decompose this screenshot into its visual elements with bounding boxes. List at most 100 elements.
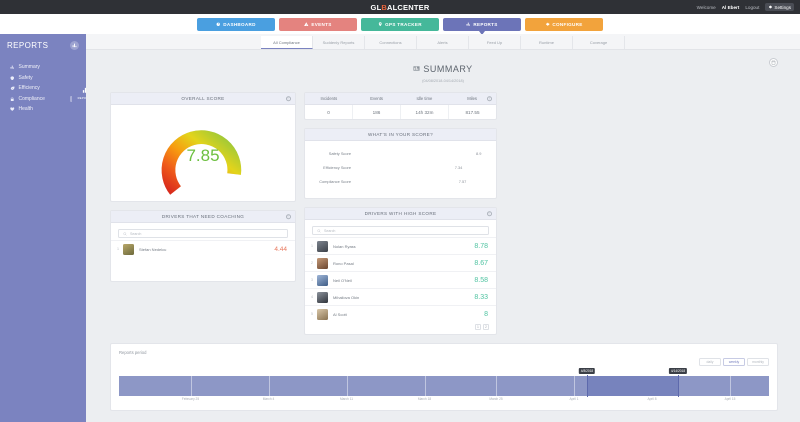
avatar	[317, 291, 328, 303]
logout-link[interactable]: Logout	[745, 4, 760, 10]
welcome-label: Welcome	[696, 4, 716, 10]
sidebar-item-health[interactable]: Health	[10, 104, 86, 115]
stats-header: Incidents Events Idle time Miles i	[305, 93, 496, 105]
gauge-arc	[161, 130, 242, 195]
slider-handle-end[interactable]	[678, 375, 679, 397]
high-score-row[interactable]: 5 Al Scott 8	[305, 305, 496, 322]
top-bar-right: Welcome Al Ebert Logout Settings	[697, 0, 794, 14]
sidebar-badge[interactable]	[70, 40, 79, 50]
sidebar: REPORTS Summary Safety Efficiency	[0, 34, 98, 422]
coaching-row[interactable]: 1 Stefan Nedelcu 4.44	[111, 240, 295, 257]
chart-icon	[413, 66, 420, 71]
nav-reports[interactable]: REPORTS	[443, 17, 521, 35]
slider-start-tooltip: 4/8/2018	[578, 368, 596, 374]
bar-row-safety: Safety Score 8.9	[313, 148, 488, 159]
chart-icon	[72, 43, 77, 47]
tab-connections[interactable]: Connections	[365, 36, 417, 49]
high-score-driver-name: Rono Pasal	[333, 260, 354, 266]
coaching-rank: 1	[117, 247, 119, 251]
overall-score-card: OVERALL SCORE i	[110, 92, 296, 202]
bar-track: 7.57	[355, 178, 488, 186]
score-gauge: 7.85	[157, 110, 249, 196]
coaching-driver-name: Stefan Nedelcu	[139, 246, 167, 252]
bar-label-compliance: Compliance Score	[319, 179, 351, 184]
brand-logo: GLBALCENTER	[371, 3, 430, 12]
nav-configure[interactable]: CONFIGURE	[525, 17, 603, 31]
sidebar-item-safety[interactable]: Safety	[10, 73, 86, 84]
page-body: REPORTS Summary Safety Efficiency	[0, 34, 800, 422]
page-title-text: SUMMARY	[423, 63, 473, 74]
high-score-row[interactable]: 2 Rono Pasal 8.67	[305, 254, 496, 271]
info-icon[interactable]: i	[486, 210, 492, 217]
high-score-driver-score: 8.67	[474, 259, 488, 267]
nav-dashboard[interactable]: DASHBOARD	[197, 17, 275, 31]
tab-coverage[interactable]: Coverage	[573, 36, 625, 49]
high-score-search-placeholder: Search	[324, 228, 336, 233]
high-score-row[interactable]: 4 Mihailova Okin 8.33	[305, 288, 496, 305]
search-icon	[317, 228, 321, 233]
stats-value-incidents: 0	[305, 105, 353, 119]
tab-suddenly-reports[interactable]: Suddenly Reports	[313, 36, 365, 49]
slider-selected-range	[587, 376, 678, 396]
sidebar-title: REPORTS	[7, 40, 49, 50]
bar-track: 7.34	[355, 164, 488, 172]
nav-events-label: EVENTS	[311, 21, 332, 27]
period-slider[interactable]: 4/8/2018 4/14/2018	[119, 368, 769, 397]
tab-runtime[interactable]: Runtime	[521, 36, 573, 49]
info-icon[interactable]: i	[285, 213, 291, 220]
logo-part-ball: B	[381, 2, 387, 12]
high-score-row[interactable]: 1 Nolan Ryass 8.78	[305, 237, 496, 254]
bar-value-efficiency: 7.34	[454, 164, 463, 170]
nav-reports-label: REPORTS	[473, 21, 498, 27]
gear-icon	[769, 5, 773, 9]
period-button-weekly[interactable]: weekly	[723, 358, 745, 366]
high-score-header: DRIVERS WITH HIGH SCORE i	[305, 208, 496, 220]
stats-card: Incidents Events Idle time Miles i 0 186…	[304, 92, 497, 120]
heart-icon	[10, 107, 15, 111]
pager-page-1[interactable]: 1	[475, 324, 481, 330]
settings-label: Settings	[774, 4, 791, 10]
nav-gps-tracker[interactable]: GPS TRACKER	[361, 17, 439, 31]
slider-handle-start[interactable]	[587, 375, 588, 397]
top-bar: GLBALCENTER Welcome Al Ebert Logout Sett…	[0, 0, 800, 14]
calendar-button[interactable]	[769, 58, 778, 67]
period-button-daily[interactable]: daily	[699, 358, 721, 366]
tab-alerts[interactable]: Alerts	[417, 36, 469, 49]
info-icon[interactable]: i	[285, 95, 291, 102]
high-score-rank: 1	[311, 244, 313, 248]
high-score-row[interactable]: 3 Neil O'Neil 8.58	[305, 271, 496, 288]
coaching-search[interactable]: Search	[118, 229, 288, 238]
user-name: Al Ebert	[721, 4, 740, 10]
slider-end-tooltip: 4/14/2018	[668, 368, 688, 374]
nav-events[interactable]: EVENTS	[279, 17, 357, 31]
axis-tick-label: April 8	[647, 397, 657, 401]
axis-tick-label: April 15	[724, 397, 736, 401]
high-score-driver-score: 8.33	[474, 293, 488, 301]
high-score-card: DRIVERS WITH HIGH SCORE i Search 1 Nolan…	[304, 207, 497, 335]
high-score-driver-score: 8	[484, 310, 488, 318]
bar-value-compliance: 7.57	[458, 178, 467, 184]
axis-tick-label: April 1	[569, 397, 579, 401]
reports-period-title: Reports period	[119, 350, 147, 355]
tab-all-compliance[interactable]: All Compliance	[261, 36, 313, 49]
sidebar-float-label: REPORTS	[77, 95, 93, 100]
score-breakdown-title: WHAT'S IN YOUR SCORE?	[368, 132, 433, 137]
stats-col-miles: Miles	[467, 96, 478, 101]
avatar	[317, 274, 328, 286]
axis-tick-label: March 25	[489, 397, 503, 401]
info-icon[interactable]: i	[486, 95, 492, 102]
high-score-search[interactable]: Search	[312, 226, 489, 235]
content-area: All Compliance Suddenly Reports Connecti…	[86, 34, 800, 422]
sidebar-item-efficiency[interactable]: Efficiency	[10, 83, 86, 94]
period-button-monthly[interactable]: monthly	[747, 358, 769, 366]
tab-feed-up[interactable]: Feed Up	[469, 36, 521, 49]
settings-button[interactable]: Settings	[765, 3, 794, 11]
logo-part-center: ALCENTER	[387, 2, 430, 12]
reports-period-card: Reports period daily weekly monthly	[110, 343, 778, 411]
high-score-driver-name: Nolan Ryass	[333, 243, 356, 249]
bar-label-safety: Safety Score	[328, 151, 351, 156]
sidebar-item-summary[interactable]: Summary	[10, 62, 86, 73]
score-breakdown-card: WHAT'S IN YOUR SCORE? Safety Score 8.9	[304, 128, 497, 199]
pager-page-2[interactable]: 2	[483, 324, 489, 330]
